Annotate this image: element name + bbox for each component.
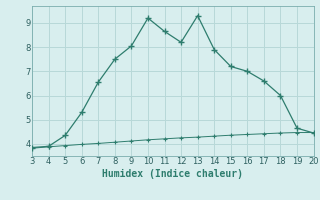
X-axis label: Humidex (Indice chaleur): Humidex (Indice chaleur)	[102, 169, 243, 179]
